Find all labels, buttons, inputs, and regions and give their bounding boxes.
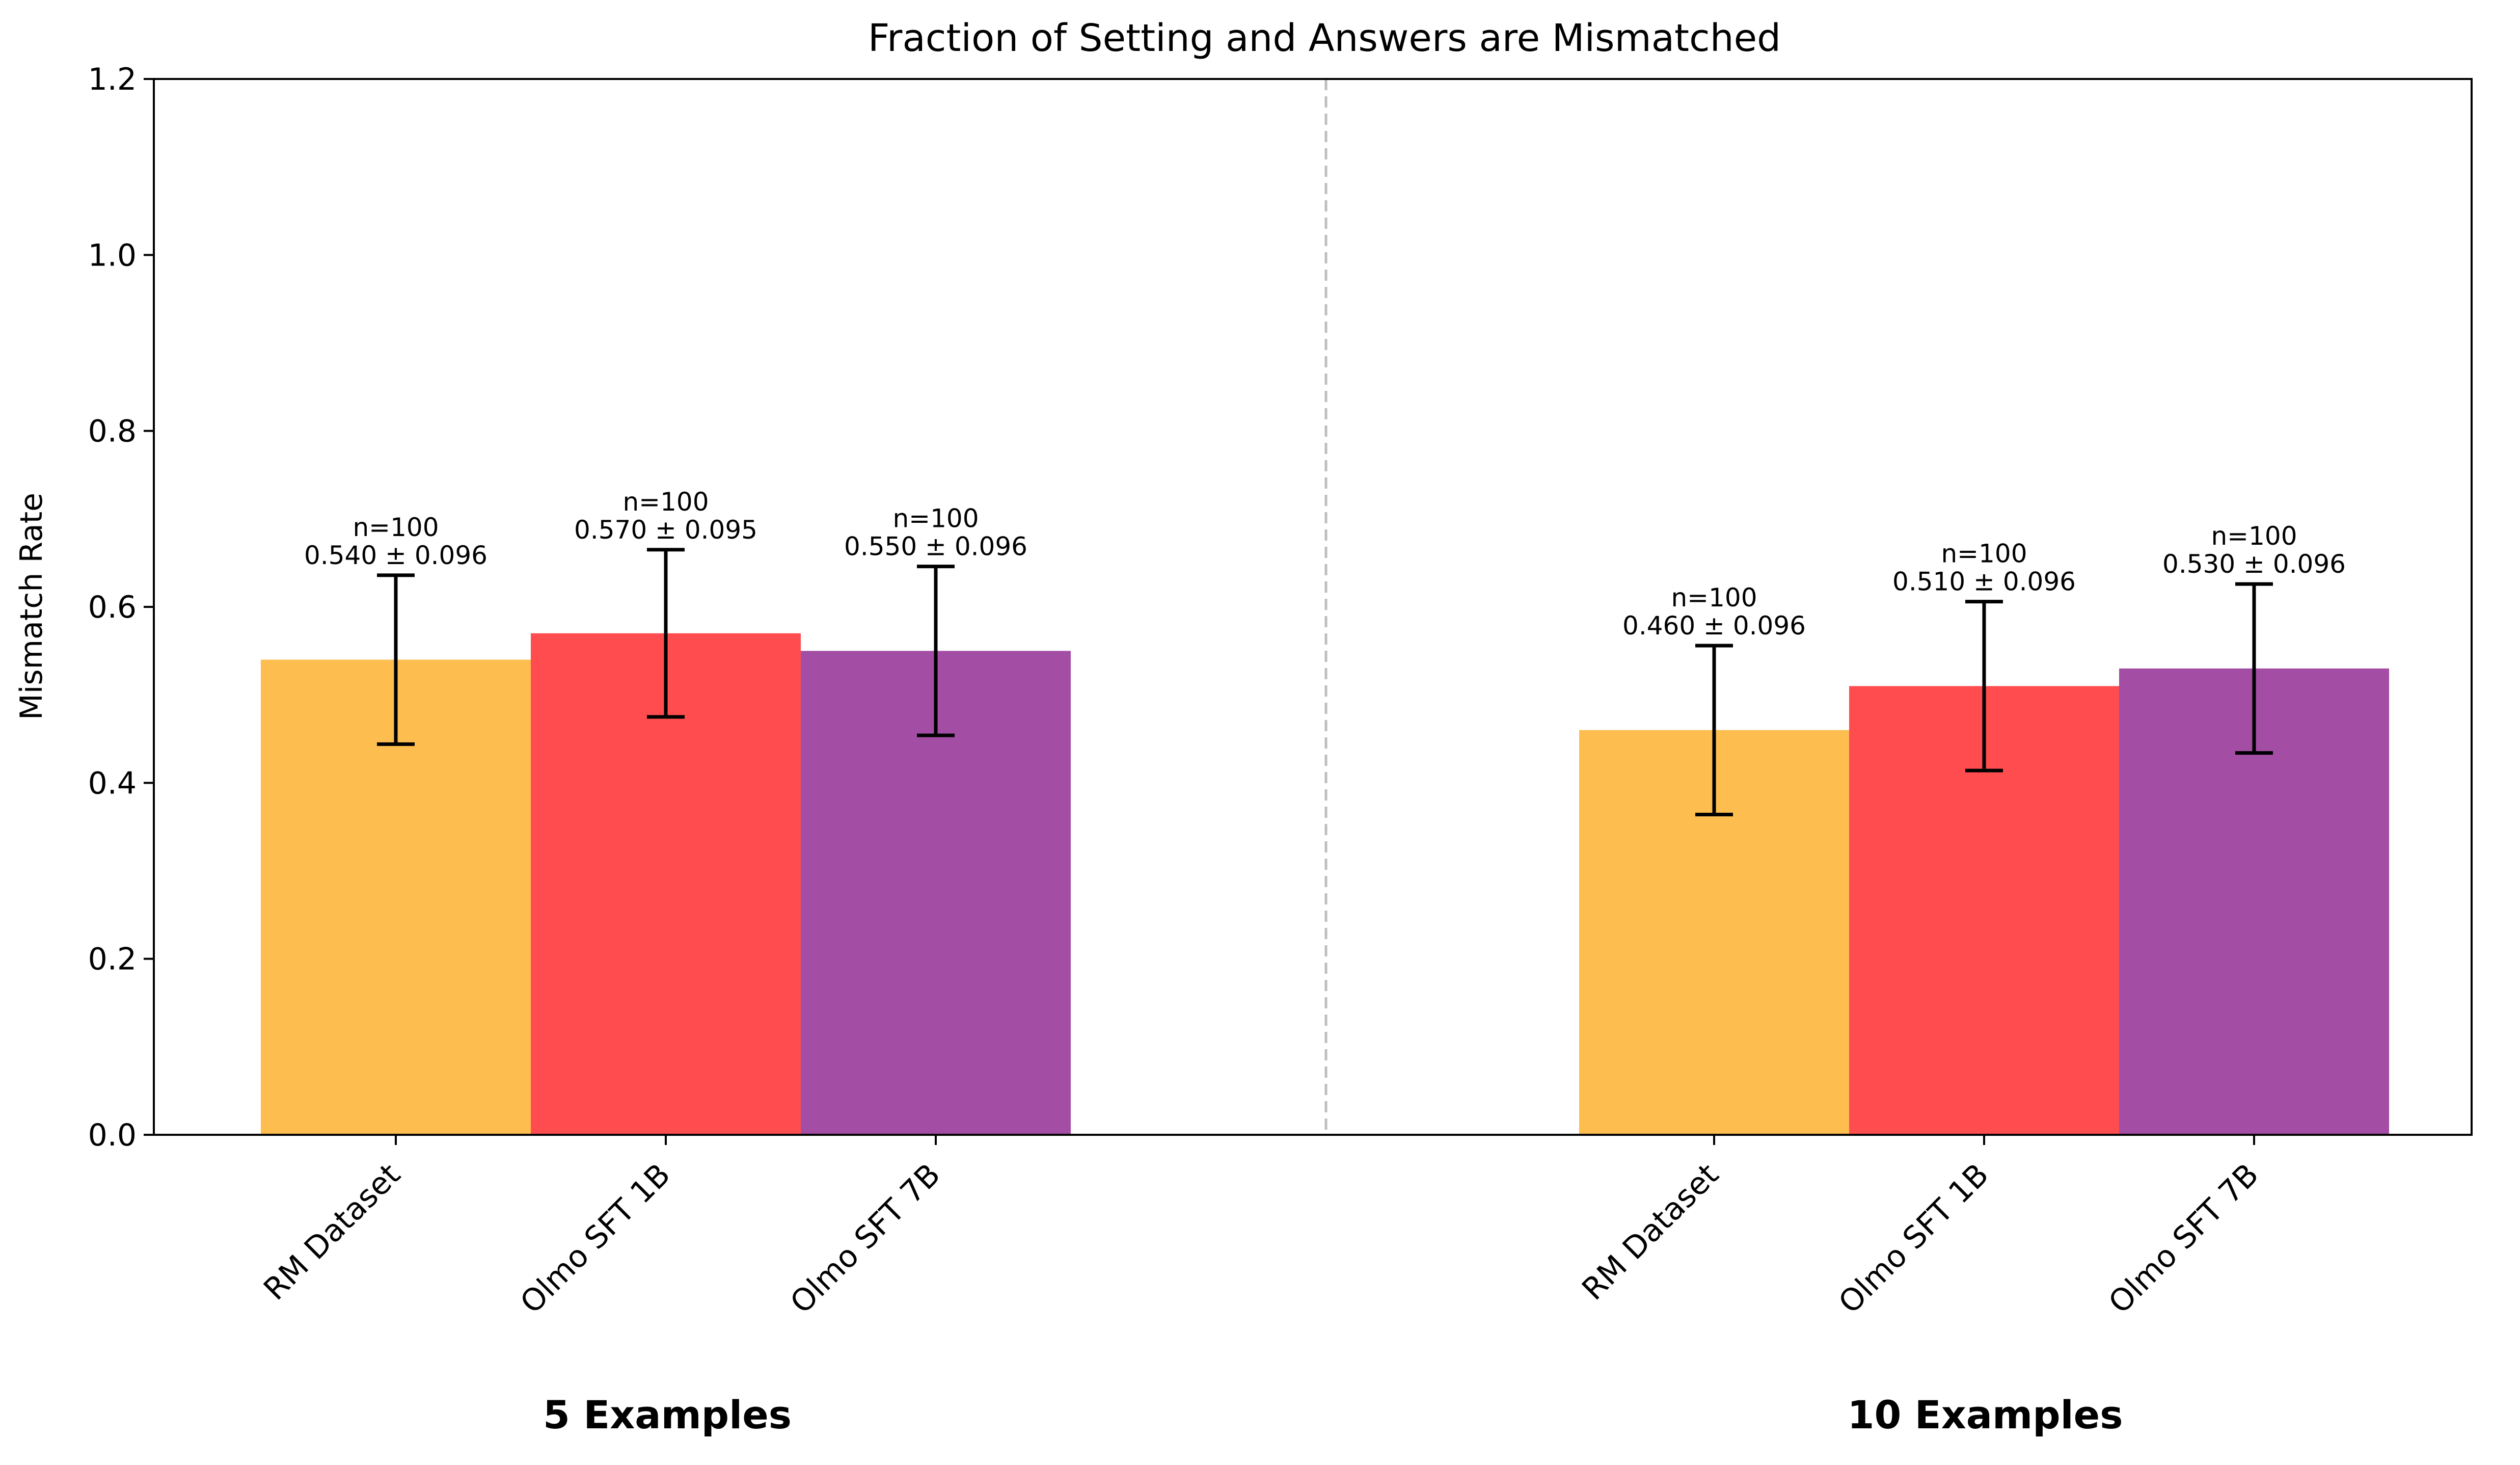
bar-n-label: n=100 xyxy=(353,513,439,542)
bar-value-label: 0.570 ± 0.095 xyxy=(574,515,757,545)
group-label: 5 Examples xyxy=(543,1392,792,1437)
y-tick-label: 0.6 xyxy=(88,590,137,625)
bar-value-label: 0.510 ± 0.096 xyxy=(1892,567,2076,597)
bar-value-label: 0.550 ± 0.096 xyxy=(844,532,1027,562)
y-axis-label: Mismatch Rate xyxy=(14,493,49,720)
bar-value-label: 0.460 ± 0.096 xyxy=(1622,611,1806,641)
y-tick-label: 1.2 xyxy=(88,62,137,97)
y-tick-label: 0.8 xyxy=(88,414,137,449)
plot-frame xyxy=(153,78,2473,1136)
y-tick-label: 0.0 xyxy=(88,1117,137,1153)
bar-n-label: n=100 xyxy=(1941,539,2027,569)
y-tick-label: 0.2 xyxy=(88,942,137,977)
bar-n-label: n=100 xyxy=(892,504,979,534)
bar-n-label: n=100 xyxy=(622,487,709,517)
bar-n-label: n=100 xyxy=(1671,583,1757,612)
y-tick-label: 1.0 xyxy=(88,237,137,273)
chart-title: Fraction of Setting and Answers are Mism… xyxy=(868,16,1781,60)
y-tick-label: 0.4 xyxy=(88,765,137,801)
bar-value-label: 0.540 ± 0.096 xyxy=(304,541,487,570)
group-label: 10 Examples xyxy=(1848,1392,2123,1437)
bar-value-label: 0.530 ± 0.096 xyxy=(2162,549,2346,579)
bar-n-label: n=100 xyxy=(2211,521,2297,551)
